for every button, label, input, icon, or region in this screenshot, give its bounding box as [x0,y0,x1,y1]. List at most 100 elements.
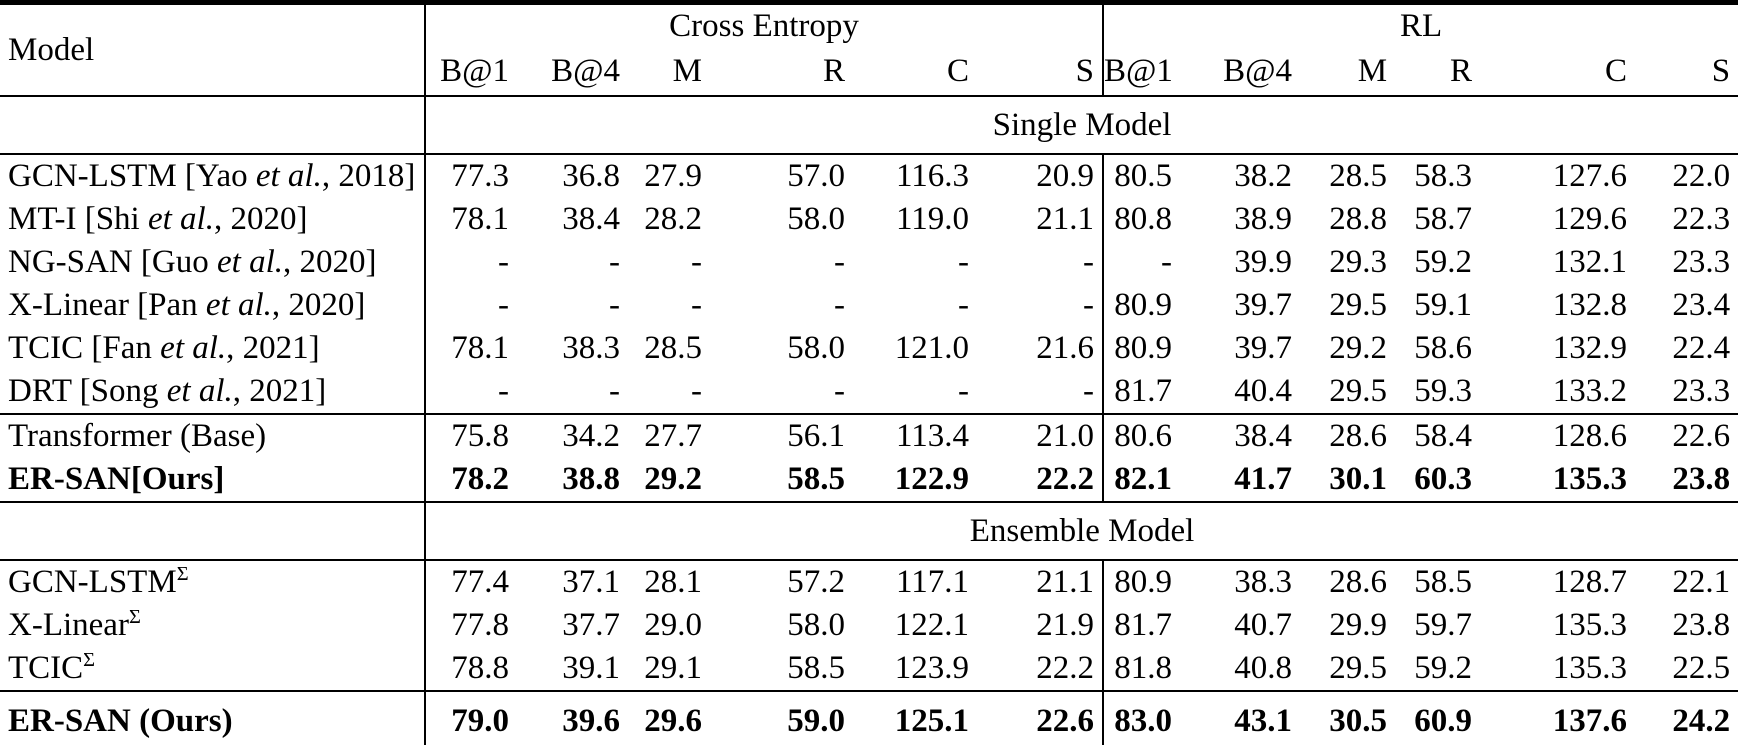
column-header-rl-r: R [1450,52,1473,89]
column-header-ce-b4: B@4 [551,52,620,89]
metric-value: 29.6 [628,690,710,745]
metric-value: 122.1 [894,607,969,643]
metric-value: 28.2 [644,201,702,237]
metric-value: 58.0 [787,201,845,237]
sigma-superscript: Σ [83,649,96,671]
group-header-row: Model Cross Entropy RL [0,2,1738,68]
metric-value: 132.1 [1552,244,1628,280]
metric-value: 21.0 [977,413,1104,458]
metric-value: 116.3 [895,158,969,194]
metric-value: 121.0 [894,330,969,366]
metric-value: 60.9 [1395,690,1481,745]
metric-value: 117.1 [895,564,969,600]
metric-value: 21.6 [1036,330,1095,366]
metric-value: 38.4 [562,201,620,237]
metric-value: 58.3 [1414,158,1473,194]
group-header-cross-entropy: Cross Entropy [423,2,1104,47]
metric-value: 125.1 [853,690,977,745]
metric-value: 21.1 [1036,201,1095,237]
column-header-rl-b1: B@1 [1102,47,1181,96]
metric-value: 29.5 [1329,287,1388,323]
metric-value: - [834,287,845,323]
metric-value: 23.8 [1672,607,1731,643]
metric-value: 127.6 [1552,158,1628,194]
table-row: TCIC [Fan et al., 2021] 78.1 38.3 28.5 58.0 1… [0,327,1738,370]
metric-value: 28.6 [1300,413,1396,458]
metric-value: 38.3 [1234,564,1293,600]
metric-value: 21.9 [1036,607,1095,643]
metric-value: - [834,244,845,280]
table-row: X-LinearΣ 77.8 37.7 29.0 58.0 122.1 21.9 81.7 40… [0,604,1738,647]
metric-value: - [958,373,969,409]
metric-value: 80.9 [1102,327,1181,370]
metric-value: 38.2 [1234,158,1293,194]
metric-value: 23.3 [1672,244,1731,280]
column-header-rl-s: S [1711,52,1731,89]
metric-value: 29.9 [1329,607,1388,643]
table-row: DRT [Song et al., 2021] - - - - - -81.7 40.4 29.… [0,370,1738,414]
model-name: ER-SAN (Ours) [0,690,425,745]
column-header-ce-c: C [946,52,969,89]
metric-value: 39.7 [1234,330,1293,366]
model-name: NG-SAN [Guo et al., 2020] [8,244,377,280]
model-name: DRT [Song et al., 2021] [8,373,327,409]
metric-value: 30.1 [1329,461,1388,497]
metric-value: 77.3 [424,154,517,198]
metric-value: 132.8 [1552,287,1628,323]
metric-value: - [834,373,845,409]
table-row: TCICΣ 78.8 39.1 29.1 58.5 123.9 22.2 81.8 40.8 29… [0,647,1738,691]
metric-value: 59.7 [1414,607,1473,643]
metric-value: 135.3 [1552,650,1628,686]
metric-value: 28.5 [1329,158,1388,194]
metric-value: 122.9 [894,461,969,497]
table-row: ER-SAN[Ours] 78.2 38.8 29.2 58.5 122.9 22.2 82.… [0,458,1738,502]
model-name: GCN-LSTM [Yao et al., 2018] [8,158,416,194]
metric-value: 40.4 [1234,373,1293,409]
metric-value: 28.1 [644,564,702,600]
metric-value: 29.0 [644,607,702,643]
metric-value: 29.1 [644,650,702,686]
metric-value: 123.9 [894,650,969,686]
metric-value: 27.9 [644,158,702,194]
metric-value: - [958,287,969,323]
column-header-rl-c: C [1605,52,1628,89]
metric-value: 29.2 [1329,330,1388,366]
metric-value: 80.9 [1102,560,1181,604]
metric-value: 40.7 [1234,607,1293,643]
metric-value: - [609,287,620,323]
metric-value: 58.5 [1414,564,1473,600]
metric-value: 37.7 [562,607,620,643]
metric-value: 23.3 [1672,373,1731,409]
metric-value: 41.7 [1234,461,1293,497]
metric-value: 37.1 [562,564,620,600]
band-empty-cell [0,501,425,561]
metric-value: 133.2 [1552,373,1628,409]
metric-value: 34.2 [517,413,628,458]
metric-value: 83.0 [1102,690,1181,745]
column-header-ce-s: S [1075,52,1095,89]
column-header-rl-b4: B@4 [1223,52,1293,89]
metric-value: 40.8 [1234,650,1293,686]
metric-value: 39.7 [1234,287,1293,323]
table-row: GCN-LSTM [Yao et al., 2018] 77.3 36.8 27.9 5… [0,154,1738,198]
metric-value: 22.6 [1635,413,1738,458]
metric-value: 38.4 [1180,413,1301,458]
table-row: GCN-LSTMΣ 77.4 37.1 28.1 57.2 117.1 21.1 80.9 38… [0,560,1738,604]
model-name: X-Linear [Pan et al., 2020] [8,287,366,323]
metric-value: 30.5 [1300,690,1396,745]
metric-value: 38.8 [562,461,620,497]
metric-value: 128.7 [1552,564,1628,600]
metric-value: - [691,287,702,323]
model-name: TCIC [Fan et al., 2021] [8,330,320,366]
metric-value: 80.8 [1102,198,1181,241]
metric-value: - [424,370,517,414]
metric-value: 29.2 [644,461,702,497]
metric-value: 119.0 [895,201,969,237]
metric-value: 21.1 [1036,564,1095,600]
metric-value: 43.1 [1180,690,1301,745]
metric-value: 128.6 [1480,413,1636,458]
metric-value: 36.8 [562,158,620,194]
metric-value: 22.4 [1672,330,1731,366]
metric-value: 23.8 [1672,461,1731,497]
